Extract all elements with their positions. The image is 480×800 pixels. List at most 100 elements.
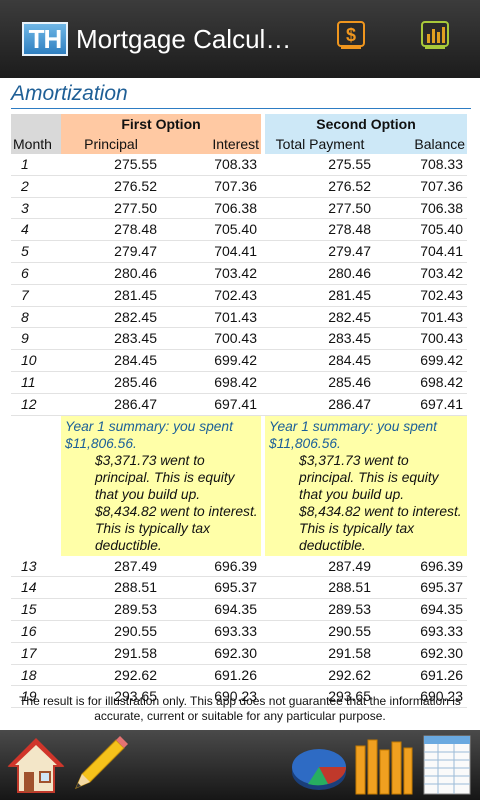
month-cell: 8 (11, 306, 61, 329)
total-payment-cell: 288.51 (265, 576, 376, 600)
month-cell: 16 (11, 620, 61, 643)
table-row: 9 283.45 700.43 283.45 700.43 (11, 327, 468, 351)
spreadsheet-icon[interactable] (418, 734, 474, 796)
balance-cell: 699.42 (375, 349, 468, 372)
balance-cell: 700.43 (375, 327, 468, 351)
month-cell: 6 (11, 262, 61, 285)
action-bar: TH Mortgage Calcul… $ (0, 0, 480, 78)
interest-cell: 698.42 (161, 371, 262, 394)
bar-chart-icon[interactable] (420, 20, 450, 50)
principal-cell: 276.52 (61, 175, 161, 198)
home-icon[interactable] (6, 736, 66, 796)
table-row: 5 279.47 704.41 279.47 704.41 (11, 240, 468, 263)
balance-cell: 695.37 (375, 576, 468, 600)
main-content: Amortization First Option Second Option … (3, 78, 477, 730)
table-row: 17 291.58 692.30 291.58 692.30 (11, 642, 468, 665)
total-payment-cell: 283.45 (265, 327, 376, 351)
interest-cell: 701.43 (161, 306, 262, 329)
principal-cell: 281.45 (61, 284, 161, 307)
balance-cell: 690.23 (375, 685, 468, 709)
month-cell: 7 (11, 284, 61, 307)
principal-cell: 289.53 (61, 598, 161, 621)
dollar-icon[interactable]: $ (336, 20, 366, 50)
total-payment-cell: 282.45 (265, 306, 376, 329)
principal-cell: 284.45 (61, 349, 161, 372)
table-row: 4 278.48 705.40 278.48 705.40 (11, 218, 468, 242)
balance-cell: 708.33 (375, 154, 468, 176)
balance-cell: 703.42 (375, 262, 468, 285)
principal-cell: 286.47 (61, 393, 161, 416)
month-cell: 1 (11, 154, 61, 176)
svg-text:$: $ (346, 25, 356, 45)
app-title: Mortgage Calcul… (76, 24, 292, 54)
total-payment-cell: 276.52 (265, 175, 376, 198)
table-row: 11 285.46 698.42 285.46 698.42 (11, 371, 468, 394)
table-row: 19 293.65 690.23 293.65 690.23 (11, 685, 468, 709)
balance-cell: 697.41 (375, 393, 468, 416)
table-row: 13 287.49 696.39 287.49 696.39 (11, 555, 468, 578)
principal-cell: 279.47 (61, 240, 161, 263)
amortization-table: First Option Second Option Month Princip… (11, 114, 468, 709)
table-row: 3 277.50 706.38 277.50 706.38 (11, 197, 468, 220)
total-payment-column-header: Total Payment (265, 134, 376, 154)
header-blank (11, 114, 61, 134)
interest-cell: 703.42 (161, 262, 262, 285)
table-row: 1 275.55 708.33 275.55 708.33 (11, 154, 468, 176)
principal-cell: 283.45 (61, 327, 161, 351)
disclaimer-text: The result is for illustration only. Thi… (19, 694, 461, 723)
summary-principal: $3,371.73 went to principal. This is equ… (95, 452, 235, 502)
total-payment-cell: 292.62 (265, 664, 376, 687)
summary-spent: Year 1 summary: you spent $11,806.56. (65, 418, 233, 451)
month-cell: 18 (11, 664, 61, 687)
app-logo-icon[interactable]: TH (22, 22, 68, 56)
table-row: 2 276.52 707.36 276.52 707.36 (11, 175, 468, 198)
pie-chart-icon[interactable] (290, 740, 348, 794)
interest-column-header: Interest (161, 134, 262, 154)
balance-cell: 694.35 (375, 598, 468, 621)
interest-cell: 692.30 (161, 642, 262, 665)
principal-cell: 285.46 (61, 371, 161, 394)
interest-cell: 699.42 (161, 349, 262, 372)
principal-column-header: Principal (61, 134, 161, 154)
month-cell: 5 (11, 240, 61, 263)
table-row: 14 288.51 695.37 288.51 695.37 (11, 576, 468, 600)
first-option-header: First Option (61, 114, 262, 134)
month-cell: 19 (11, 685, 61, 709)
interest-cell: 690.23 (161, 685, 262, 709)
balance-cell: 704.41 (375, 240, 468, 263)
bar-chart-icon[interactable] (352, 736, 414, 796)
balance-cell: 705.40 (375, 218, 468, 242)
table-row: 7 281.45 702.43 281.45 702.43 (11, 284, 468, 307)
total-payment-cell: 286.47 (265, 393, 376, 416)
title-divider (11, 108, 471, 109)
balance-column-header: Balance (375, 134, 468, 154)
month-cell: 2 (11, 175, 61, 198)
balance-cell: 696.39 (375, 555, 468, 578)
table-row: 15 289.53 694.35 289.53 694.35 (11, 598, 468, 621)
interest-cell: 696.39 (161, 555, 262, 578)
month-cell: 15 (11, 598, 61, 621)
balance-cell: 701.43 (375, 306, 468, 329)
interest-cell: 705.40 (161, 218, 262, 242)
table-row: 6 280.46 703.42 280.46 703.42 (11, 262, 468, 285)
table-row: 12 286.47 697.41 286.47 697.41 (11, 393, 468, 416)
total-payment-cell: 293.65 (265, 685, 376, 709)
second-option-header: Second Option (265, 114, 468, 134)
bottom-toolbar (0, 730, 480, 800)
total-payment-cell: 278.48 (265, 218, 376, 242)
table-row: 8 282.45 701.43 282.45 701.43 (11, 306, 468, 329)
total-payment-cell: 280.46 (265, 262, 376, 285)
principal-cell: 291.58 (61, 642, 161, 665)
principal-cell: 288.51 (61, 576, 161, 600)
balance-cell: 702.43 (375, 284, 468, 307)
principal-cell: 280.46 (61, 262, 161, 285)
total-payment-cell: 290.55 (265, 620, 376, 643)
first-option-summary: Year 1 summary: you spent $11,806.56. $3… (61, 415, 262, 556)
balance-cell: 707.36 (375, 175, 468, 198)
pencil-icon[interactable] (68, 734, 130, 796)
interest-cell: 708.33 (161, 154, 262, 176)
month-column-header: Month (11, 134, 61, 154)
balance-cell: 691.26 (375, 664, 468, 687)
interest-cell: 707.36 (161, 175, 262, 198)
table-row: 10 284.45 699.42 284.45 699.42 (11, 349, 468, 372)
